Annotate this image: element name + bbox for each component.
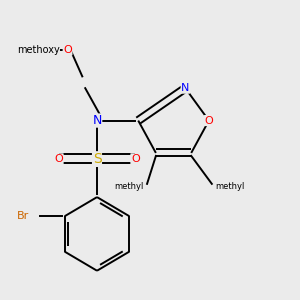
Text: N: N [92, 114, 102, 127]
Text: O: O [205, 116, 213, 126]
Text: S: S [93, 152, 101, 166]
Text: N: N [181, 83, 190, 93]
Text: O: O [63, 45, 72, 55]
Text: O: O [131, 154, 140, 164]
Text: O: O [54, 154, 63, 164]
Text: methyl: methyl [215, 182, 244, 191]
Text: methyl: methyl [115, 182, 144, 191]
Text: Br: Br [17, 211, 29, 221]
Text: methoxy: methoxy [17, 45, 59, 55]
